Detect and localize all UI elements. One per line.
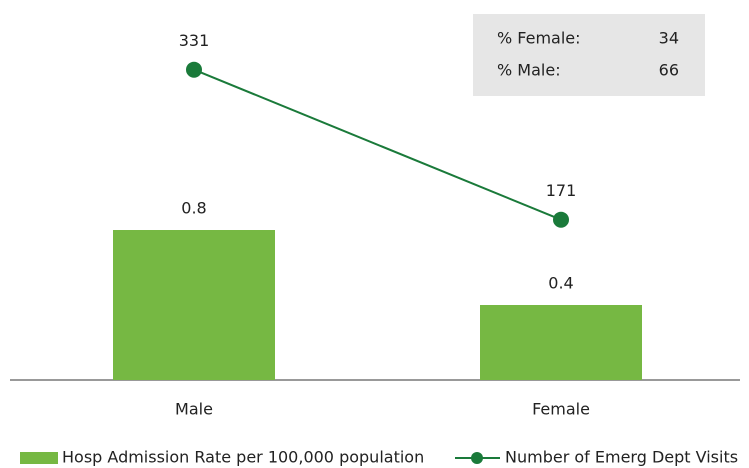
legend-swatch [20, 452, 58, 464]
legend-label: Number of Emerg Dept Visits [505, 448, 738, 467]
data-label: 0.8 [181, 199, 206, 218]
line-marker [186, 61, 202, 78]
annotation-label: % Male: [497, 61, 561, 80]
x-tick-label: Female [532, 400, 590, 419]
bar [113, 230, 275, 380]
line [193, 68, 562, 221]
bar [480, 305, 642, 380]
line-marker [553, 211, 569, 228]
legend-swatch-marker [471, 452, 483, 464]
data-label: 331 [179, 31, 210, 50]
x-tick-label: Male [175, 400, 213, 419]
legend-label: Hosp Admission Rate per 100,000 populati… [62, 448, 424, 467]
annotation-box [473, 14, 705, 96]
annotation-label: % Female: [497, 29, 581, 48]
data-label: 0.4 [548, 274, 573, 293]
annotation-value: 34 [659, 29, 679, 48]
annotation-value: 66 [659, 61, 679, 80]
data-label: 171 [546, 181, 577, 200]
